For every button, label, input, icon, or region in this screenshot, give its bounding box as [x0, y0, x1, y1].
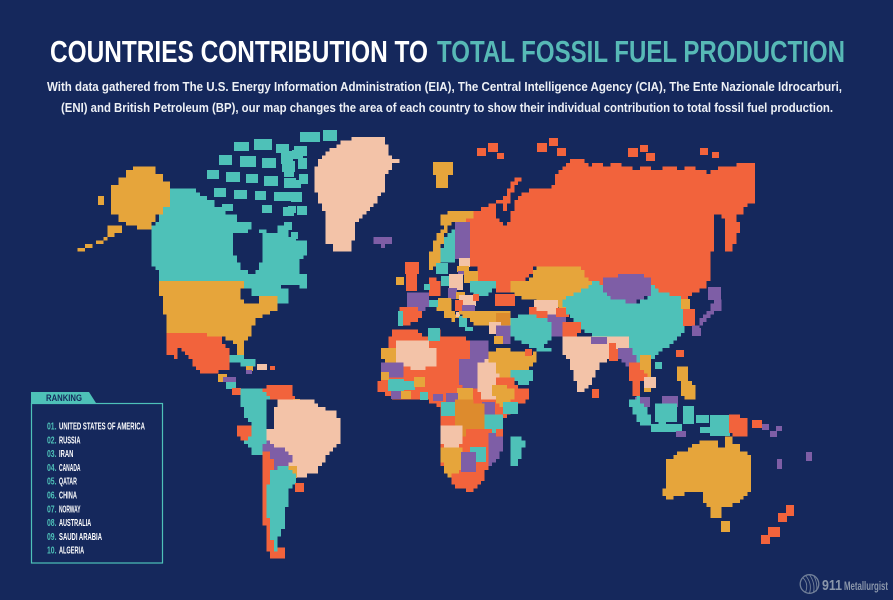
svg-text:ALGERIA: ALGERIA	[59, 546, 84, 557]
svg-text:06.: 06.	[47, 491, 57, 502]
svg-text:Metallurgist: Metallurgist	[844, 579, 888, 593]
svg-text:02.: 02.	[47, 435, 57, 446]
svg-text:RUSSIA: RUSSIA	[59, 435, 81, 446]
svg-text:10.: 10.	[47, 546, 57, 557]
svg-text:(ENI) and British Petroleum (B: (ENI) and British Petroleum (BP), our ma…	[61, 100, 833, 115]
svg-text:UNITED STATES OF AMERICA: UNITED STATES OF AMERICA	[59, 422, 145, 433]
svg-text:05.: 05.	[47, 477, 57, 488]
svg-text:SAUDI ARABIA: SAUDI ARABIA	[59, 532, 102, 543]
svg-text:QATAR: QATAR	[59, 477, 77, 488]
svg-text:04.: 04.	[47, 463, 57, 474]
svg-text:RANKING: RANKING	[46, 393, 82, 403]
svg-text:09.: 09.	[47, 532, 57, 543]
svg-text:TOTAL FOSSIL FUEL PRODUCTION: TOTAL FOSSIL FUEL PRODUCTION	[437, 34, 845, 69]
svg-text:COUNTRIES CONTRIBUTION TO: COUNTRIES CONTRIBUTION TO	[50, 34, 428, 69]
svg-text:CANADA: CANADA	[59, 463, 81, 474]
svg-text:01.: 01.	[47, 422, 57, 433]
svg-text:CHINA: CHINA	[59, 491, 77, 502]
svg-text:With data gathered from The U.: With data gathered from The U.S. Energy …	[47, 79, 842, 94]
svg-text:NORWAY: NORWAY	[59, 504, 81, 515]
svg-text:07.: 07.	[47, 504, 57, 515]
svg-text:08.: 08.	[47, 518, 57, 529]
svg-text:IRAN: IRAN	[59, 449, 73, 460]
svg-text:911: 911	[822, 577, 842, 594]
svg-text:03.: 03.	[47, 449, 57, 460]
svg-text:AUSTRALIA: AUSTRALIA	[59, 518, 91, 529]
